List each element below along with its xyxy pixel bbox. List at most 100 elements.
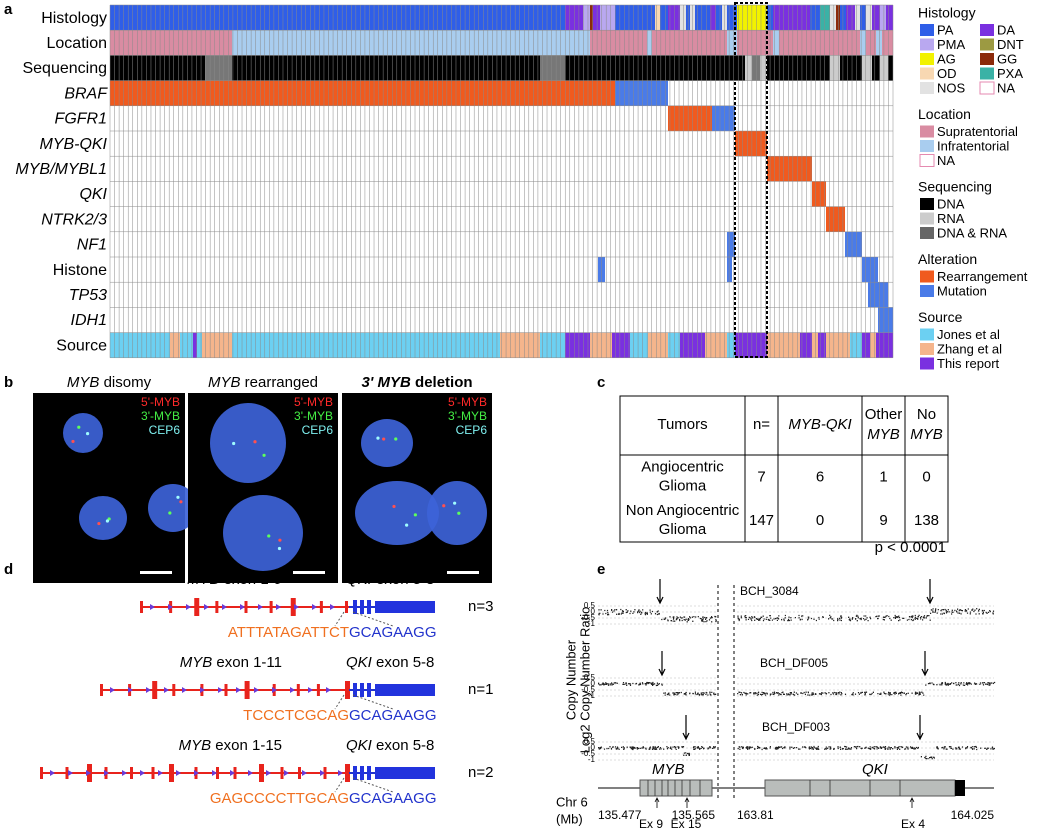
- oncoprint-cell: [110, 55, 205, 81]
- oncoprint-cell: [845, 231, 862, 257]
- exon-label: Ex 4: [901, 817, 925, 831]
- oncoprint-cell: [197, 332, 202, 358]
- gene-model-end: [955, 780, 965, 796]
- gene-label-part: exon 5-8: [376, 571, 434, 588]
- sample-name: BCH_3084: [740, 584, 799, 598]
- qki-exon: [360, 683, 364, 697]
- strand-arrow: [302, 770, 307, 776]
- myb-exon: [290, 598, 296, 616]
- oncoprint-cell: [565, 332, 590, 358]
- gene-label-part: exon 5-8: [376, 654, 434, 671]
- sequence-myb: GAGCCCCTTGCAG: [210, 790, 349, 807]
- strand-arrow: [140, 770, 145, 776]
- myb-exon: [65, 767, 69, 779]
- exon-label: Ex 15: [671, 817, 702, 831]
- oncoprint-cell: [705, 332, 727, 358]
- fish-signal: [413, 513, 417, 517]
- image-title: MYB rearranged: [208, 374, 318, 391]
- oncoprint-cell: [193, 332, 197, 358]
- myb-exon: [269, 601, 273, 613]
- breakpoint-arrow: [926, 579, 934, 605]
- strand-arrow: [258, 604, 263, 610]
- nucleus: [148, 484, 198, 532]
- myb-exon: [298, 767, 301, 779]
- oncoprint-cell: [660, 5, 668, 31]
- fish-signal: [457, 511, 461, 515]
- oncoprint-cell: [800, 332, 812, 358]
- fish-signal: [262, 453, 266, 457]
- oncoprint-cell: [818, 332, 826, 358]
- qki-exon: [360, 766, 364, 780]
- image-title-part: 3' MYB: [361, 374, 411, 391]
- oncoprint-cell: [565, 5, 583, 31]
- legend-label: Mutation: [937, 283, 987, 298]
- sequence-qki: GCAGAAGG: [349, 790, 437, 807]
- gene-label-part: QKI: [346, 571, 372, 588]
- header-line: No: [917, 406, 936, 423]
- table-cell: 0: [816, 512, 824, 529]
- y-tick-label: -1: [588, 755, 596, 764]
- legend-swatch: [920, 357, 934, 370]
- myb-exon: [224, 684, 228, 696]
- strand-arrow: [146, 687, 151, 693]
- oncoprint-cell: [888, 55, 893, 81]
- myb-exon: [151, 767, 155, 779]
- p-value: p < 0.0001: [875, 539, 946, 556]
- cell-line: Glioma: [659, 521, 707, 538]
- highlight-box: [734, 2, 768, 358]
- image-title-part: rearranged: [245, 374, 318, 391]
- cell-line: Angiocentric: [641, 458, 724, 475]
- exon-label: Ex 9: [639, 817, 663, 831]
- legend-swatch: [920, 24, 934, 36]
- table-cell: Non Angiocentric Glioma: [626, 502, 740, 538]
- header-line: MYB: [867, 426, 900, 443]
- legend-title: Histology: [918, 5, 976, 21]
- oncoprint-cell: [727, 332, 735, 358]
- qki-exon: [367, 683, 371, 697]
- row-label: Location: [47, 35, 108, 52]
- oncoprint-cell: [716, 5, 722, 31]
- row-label: BRAF: [64, 85, 108, 102]
- y-tick-label: -0.5: [581, 613, 595, 622]
- myb-exon: [244, 601, 248, 613]
- oncoprint-cell: [872, 55, 880, 81]
- fish-signal: [277, 546, 282, 551]
- strand-arrow: [164, 687, 169, 693]
- oncoprint-cell: [655, 5, 660, 31]
- oncoprint-cell: [590, 5, 593, 31]
- junction-guide: [334, 777, 345, 793]
- oncoprint-cell: [779, 30, 860, 56]
- legend-label: RNA: [937, 211, 965, 226]
- strand-arrow: [276, 604, 281, 610]
- legend-swatch: [920, 140, 934, 152]
- row-label: NTRK2/3: [41, 211, 107, 228]
- myb-exon: [194, 598, 200, 616]
- oncoprint-cell: [205, 55, 232, 81]
- probe-label: CEP6: [149, 423, 181, 437]
- nucleus: [223, 495, 303, 571]
- table-header: Tumors: [657, 416, 707, 433]
- strand-arrow: [240, 604, 245, 610]
- legend-swatch: [980, 38, 994, 51]
- oncoprint-cell: [855, 5, 860, 31]
- gene-label-part: MYB: [187, 571, 220, 588]
- oncoprint-cell: [540, 55, 565, 81]
- legend-label: NA: [937, 153, 955, 168]
- fish-signal: [453, 501, 457, 505]
- oncoprint-cell: [648, 332, 668, 358]
- myb-exon: [296, 684, 300, 696]
- strand-arrow: [272, 687, 277, 693]
- sample-count: n=1: [468, 681, 493, 698]
- myb-exon: [152, 681, 158, 699]
- myb-exon: [280, 767, 284, 779]
- oncoprint-cell: [110, 80, 615, 106]
- y-tick-label: 0: [591, 679, 596, 688]
- strand-arrow: [326, 687, 331, 693]
- fish-signal: [85, 432, 90, 436]
- image-title-part: MYB: [208, 374, 241, 391]
- oncoprint-cell: [850, 332, 862, 358]
- nucleus: [355, 481, 439, 545]
- probe-label: CEP6: [302, 423, 334, 437]
- strand-arrow: [320, 770, 325, 776]
- row-label: Source: [56, 337, 107, 354]
